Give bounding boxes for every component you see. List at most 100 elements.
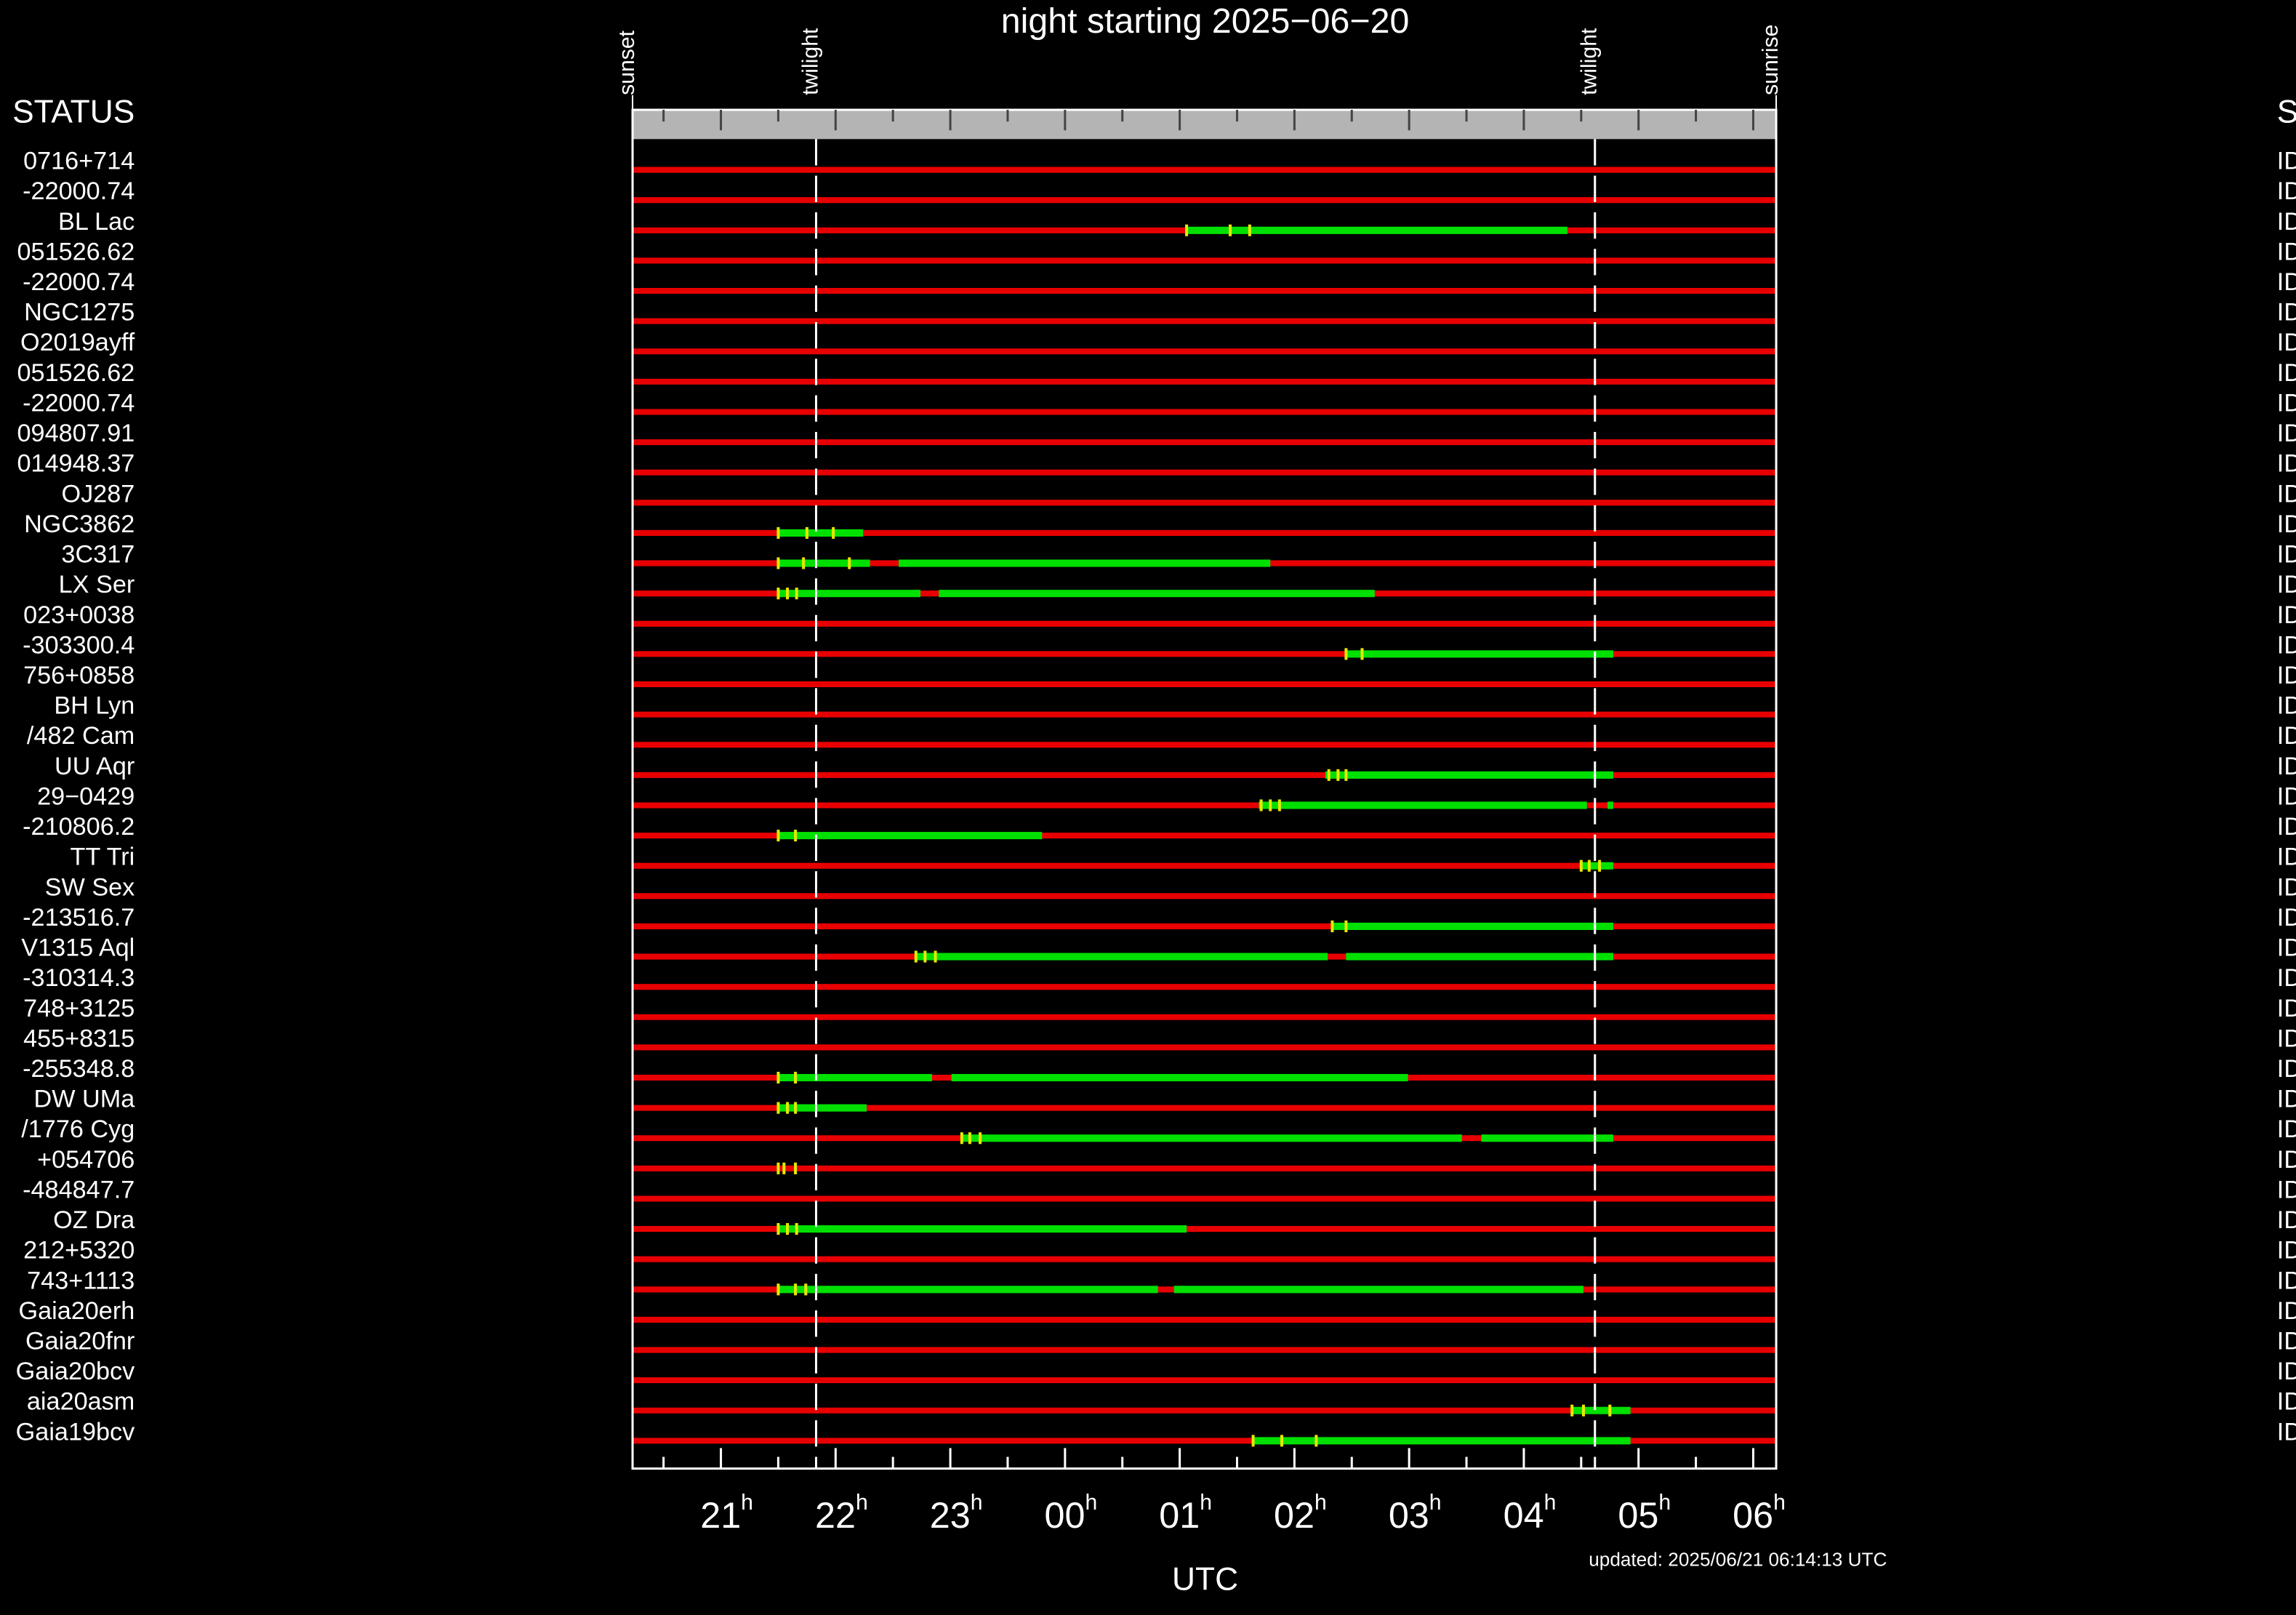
target-status: ID — [2277, 964, 2296, 992]
x-tick-label: 22h — [815, 1491, 868, 1536]
target-name: aia20asm — [27, 1388, 135, 1416]
event-label: twilight — [1578, 28, 1602, 95]
target-status: ID — [2277, 1055, 2296, 1083]
x-tick-unit: h — [856, 1491, 868, 1515]
target-name: TT Tri — [71, 843, 135, 871]
target-name: SW Sex — [45, 873, 135, 901]
x-tick-label: 02h — [1274, 1491, 1327, 1536]
target-status: ID — [2277, 480, 2296, 508]
target-name: OZ Dra — [53, 1206, 135, 1234]
updated-footer: updated: 2025/06/21 06:14:13 UTC — [1589, 1548, 1887, 1570]
target-status: ID — [2277, 1418, 2296, 1446]
x-tick-unit: h — [741, 1491, 753, 1515]
observable-segment — [1253, 1437, 1631, 1445]
target-status: ID — [2277, 904, 2296, 931]
target-status: ID — [2277, 1025, 2296, 1052]
observable-segment — [1173, 1286, 1583, 1294]
x-tick-label: 00h — [1045, 1491, 1098, 1536]
observable-segment — [778, 1286, 1158, 1294]
status-header: STATUS — [2277, 95, 2296, 130]
target-status: ID — [2277, 1206, 2296, 1234]
target-name: 748+3125 — [23, 995, 135, 1022]
plot-frame — [631, 108, 1778, 1470]
target-name: 051526.62 — [17, 359, 135, 387]
target-status: ID — [2277, 510, 2296, 538]
target-name: Gaia19bcv — [16, 1418, 135, 1446]
target-name: O2019ayff — [20, 329, 135, 356]
observable-segment — [1572, 1406, 1631, 1414]
x-tick-number: 03 — [1389, 1494, 1429, 1536]
target-status: ID — [2277, 753, 2296, 780]
target-status: ID — [2277, 1115, 2296, 1143]
observable-segment — [961, 1134, 1462, 1142]
target-status: ID — [2277, 782, 2296, 810]
target-name: 094807.91 — [17, 420, 135, 447]
observable-segment — [1325, 771, 1613, 779]
target-status: ID — [2277, 359, 2296, 387]
x-tick-unit: h — [1658, 1491, 1671, 1515]
target-status: ID — [2277, 389, 2296, 417]
status-header: STATUS — [12, 95, 135, 130]
target-status: ID — [2277, 1388, 2296, 1416]
target-name: LX Ser — [59, 571, 135, 598]
target-name: /1776 Cyg — [21, 1115, 135, 1143]
event-label: sunrise — [1759, 25, 1783, 95]
target-status: ID — [2277, 268, 2296, 296]
target-status: ID — [2277, 1297, 2296, 1325]
observable-segment — [951, 1073, 1408, 1082]
target-status: ID — [2277, 1176, 2296, 1203]
target-status: ID — [2277, 813, 2296, 841]
x-tick-unit: h — [1085, 1491, 1098, 1515]
target-status: ID — [2277, 1328, 2296, 1355]
x-tick-label: 06h — [1733, 1491, 1786, 1536]
target-name: 29−0429 — [37, 782, 135, 810]
target-name: 455+8315 — [23, 1025, 135, 1052]
target-name: 0716+714 — [23, 148, 135, 175]
x-tick-label: 05h — [1618, 1491, 1671, 1536]
target-name: +054706 — [37, 1146, 135, 1174]
observable-segment — [778, 1225, 1187, 1233]
x-axis-label: UTC — [1172, 1561, 1238, 1597]
target-name: BL Lac — [58, 208, 135, 236]
target-status: ID — [2277, 1146, 2296, 1174]
observable-segment — [1259, 801, 1587, 809]
observable-segment — [1607, 801, 1613, 809]
target-name: -22000.74 — [23, 177, 135, 205]
top-band — [633, 110, 1777, 140]
x-tick-number: 00 — [1045, 1494, 1085, 1536]
target-name: 051526.62 — [17, 238, 135, 265]
x-tick-unit: h — [1544, 1491, 1557, 1515]
x-tick-number: 21 — [700, 1494, 741, 1536]
observable-segment — [915, 953, 1328, 961]
event-label: twilight — [798, 28, 822, 95]
target-status: ID — [2277, 1237, 2296, 1265]
target-status: ID — [2277, 843, 2296, 871]
target-status: ID — [2277, 148, 2296, 175]
x-tick-number: 23 — [930, 1494, 971, 1536]
x-tick-label: 03h — [1389, 1491, 1442, 1536]
target-name: V1315 Aql — [21, 934, 135, 962]
target-status: ID — [2277, 601, 2296, 629]
target-status: ID — [2277, 1358, 2296, 1385]
x-tick-number: 05 — [1618, 1494, 1658, 1536]
target-status: ID — [2277, 631, 2296, 659]
x-tick-unit: h — [971, 1491, 983, 1515]
target-status: ID — [2277, 420, 2296, 447]
target-status: ID — [2277, 1086, 2296, 1113]
target-name: -213516.7 — [23, 904, 135, 931]
observable-segment — [778, 559, 870, 567]
target-status: ID — [2277, 329, 2296, 356]
observable-segment — [778, 590, 921, 598]
chart-title: night starting 2025−06−20 — [1001, 1, 1410, 41]
x-tick-number: 06 — [1733, 1494, 1773, 1536]
target-status: ID — [2277, 450, 2296, 478]
x-tick-number: 22 — [815, 1494, 856, 1536]
target-name: BH Lyn — [54, 692, 135, 720]
target-name: 743+1113 — [27, 1267, 135, 1294]
event-label: sunset — [615, 30, 639, 95]
x-tick-unit: h — [1773, 1491, 1786, 1515]
observable-segment — [939, 590, 1375, 598]
x-tick-number: 01 — [1159, 1494, 1200, 1536]
